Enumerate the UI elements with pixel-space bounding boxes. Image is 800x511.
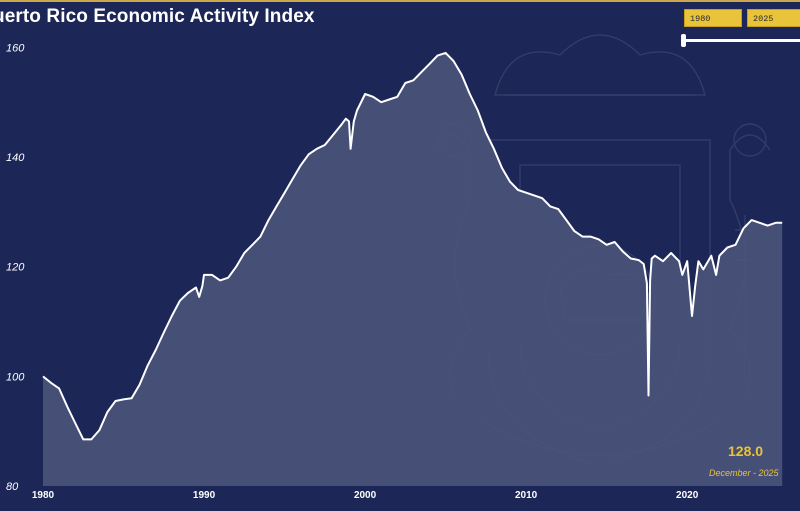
series-area (42, 51, 783, 487)
x-tick-label: 1980 (32, 490, 55, 501)
latest-value-label: 128.0 (728, 443, 764, 459)
y-tick-label: 80 (6, 481, 19, 493)
x-axis: 1980 1990 2000 2010 2020 (32, 490, 699, 501)
y-tick-label: 140 (6, 152, 25, 164)
y-tick-label: 160 (6, 42, 25, 54)
range-start-input[interactable]: 1980 (684, 9, 742, 27)
range-end-input[interactable]: 2025 (747, 9, 800, 27)
top-accent-rule (0, 0, 800, 2)
date-range-slider-handle[interactable] (681, 34, 686, 47)
x-tick-label: 2010 (515, 490, 538, 501)
series-line (42, 51, 783, 441)
y-axis: 80 100 120 140 160 (6, 42, 25, 493)
x-tick-label: 2000 (354, 490, 377, 501)
page-title: uerto Rico Economic Activity Index (0, 6, 315, 27)
date-range-slider-track[interactable] (684, 39, 800, 42)
y-tick-label: 120 (6, 262, 25, 274)
latest-date-label: December - 2025 (709, 468, 779, 478)
y-tick-label: 100 (6, 371, 25, 383)
series-area-fill (43, 52, 783, 487)
x-tick-label: 2020 (676, 490, 699, 501)
x-tick-label: 1990 (193, 490, 216, 501)
